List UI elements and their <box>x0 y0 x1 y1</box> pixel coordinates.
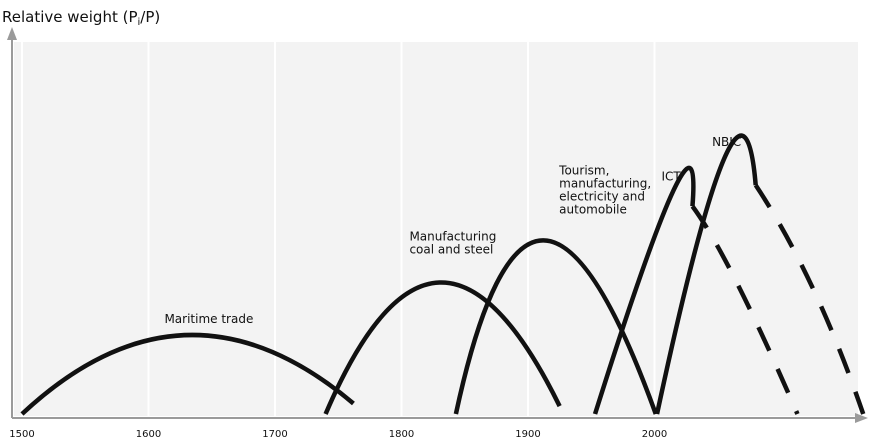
series-label-0: Maritime trade <box>164 312 253 326</box>
series-line-5 <box>654 133 758 415</box>
series-label-2: Tourism, manufacturing, electricity and aut… <box>558 163 651 216</box>
x-tick-label-1800: 1800 <box>389 429 414 440</box>
series-curves <box>20 133 866 416</box>
x-tick-label-1500: 1500 <box>9 429 34 440</box>
series-label-line: manufacturing, <box>559 176 651 190</box>
x-tick-label-1900: 1900 <box>515 429 540 440</box>
series-label-5: NBIC <box>712 135 741 149</box>
series-label-line: NBIC <box>712 135 741 149</box>
axes <box>7 27 868 423</box>
y-axis-title-subscript: i <box>138 17 141 28</box>
series-labels: Maritime trade Manufacturing coal and stee… <box>164 135 741 326</box>
series-label-line: Manufacturing <box>409 230 496 244</box>
series-label-line: ICT <box>661 169 681 183</box>
y-axis-arrow <box>7 27 17 40</box>
series-line-6 <box>753 183 866 415</box>
grid <box>21 42 656 416</box>
x-tick-label-1600: 1600 <box>136 429 161 440</box>
series-line-3 <box>592 165 696 415</box>
series-label-line: Maritime trade <box>164 312 253 326</box>
series-line-0 <box>20 332 355 416</box>
y-axis-title-suffix: /P) <box>140 8 160 26</box>
series-label-line: electricity and <box>559 189 645 203</box>
y-axis-title: Relative weight (Pi/P) <box>2 8 160 28</box>
series-label-1: Manufacturing coal and steel <box>409 230 496 257</box>
x-tick-label-1700: 1700 <box>262 429 287 440</box>
x-tick-labels: 1500 1600 1700 1800 1900 2000 <box>9 429 667 440</box>
plot-background <box>14 42 858 416</box>
series-label-line: coal and steel <box>409 243 493 257</box>
y-axis-title-prefix: Relative weight (P <box>2 8 138 26</box>
x-axis-arrow <box>855 413 868 423</box>
series-label-line: automobile <box>559 202 627 216</box>
x-tick-label-2000: 2000 <box>642 429 667 440</box>
series-label-3: ICT <box>661 169 681 183</box>
series-label-line: Tourism, <box>558 163 609 177</box>
series-line-1 <box>323 280 562 415</box>
